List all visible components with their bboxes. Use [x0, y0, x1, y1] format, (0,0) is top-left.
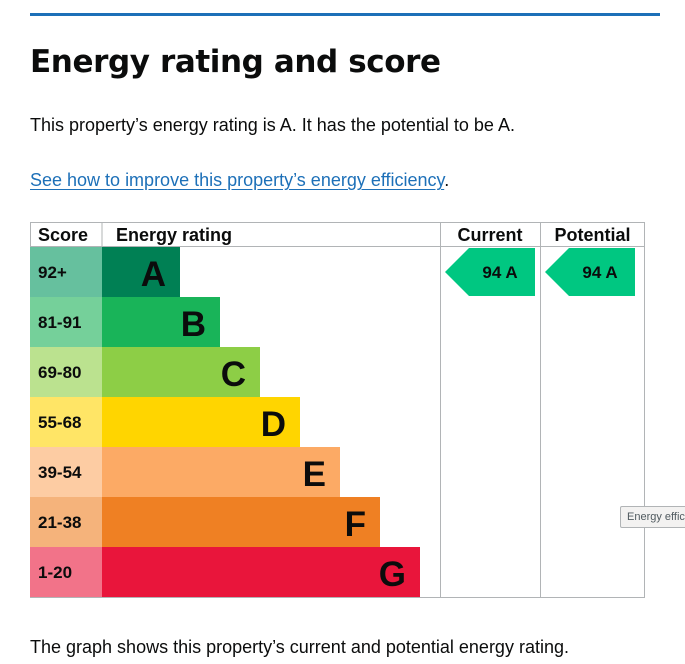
- score-range-f: 21-38: [38, 513, 81, 532]
- score-range-d: 55-68: [38, 413, 81, 432]
- header-energy-rating: Energy rating: [116, 225, 232, 245]
- rating-letter-c: C: [221, 355, 246, 394]
- rating-summary-text: This property’s energy rating is A. It h…: [30, 115, 515, 135]
- score-range-g: 1-20: [38, 563, 72, 582]
- score-cell-c: [30, 347, 102, 397]
- section-top-rule: [30, 13, 660, 16]
- chart-caption: The graph shows this property’s current …: [30, 637, 569, 657]
- rating-bar-c: [102, 347, 260, 397]
- rating-letter-f: F: [345, 505, 366, 544]
- score-cell-a: [30, 247, 102, 297]
- rating-letter-a: A: [141, 255, 166, 294]
- current-arrow: [445, 248, 535, 296]
- header-potential: Potential: [554, 225, 630, 245]
- rating-bar-a: [102, 247, 180, 297]
- page-title: Energy rating and score: [30, 44, 441, 80]
- potential-rating-label: 94 A: [582, 263, 617, 282]
- rating-letter-b: B: [181, 305, 206, 344]
- rating-bar-e: [102, 447, 340, 497]
- score-range-c: 69-80: [38, 363, 81, 382]
- header-current: Current: [457, 225, 522, 245]
- score-range-a: 92+: [38, 263, 67, 282]
- rating-bar-d: [102, 397, 300, 447]
- score-cell-f: [30, 497, 102, 547]
- score-cell-e: [30, 447, 102, 497]
- potential-arrow: [545, 248, 635, 296]
- rating-bar-b: [102, 297, 220, 347]
- rating-letter-e: E: [303, 455, 326, 494]
- energy-rating-chart: Score Energy rating Current Potential 92+ A 81…: [30, 222, 645, 598]
- score-cell-d: [30, 397, 102, 447]
- score-cell-b: [30, 297, 102, 347]
- improve-efficiency-link[interactable]: See how to improve this property’s energ…: [30, 170, 445, 190]
- improve-link-suffix: .: [444, 170, 450, 190]
- chart-tooltip: Energy efficiency chart: [620, 506, 685, 528]
- score-range-b: 81-91: [38, 313, 81, 332]
- rating-bar-f: [102, 497, 380, 547]
- rating-letter-d: D: [261, 405, 286, 444]
- rating-bar-g: [102, 547, 420, 597]
- score-cell-g: [30, 547, 102, 597]
- current-rating-label: 94 A: [482, 263, 517, 282]
- rating-letter-g: G: [379, 555, 406, 594]
- energy-rating-chart-svg: Score Energy rating Current Potential 92+ A 81…: [30, 222, 645, 598]
- header-score: Score: [38, 225, 88, 245]
- improve-link-line: See how to improve this property’s energ…: [30, 169, 449, 191]
- score-range-e: 39-54: [38, 463, 82, 482]
